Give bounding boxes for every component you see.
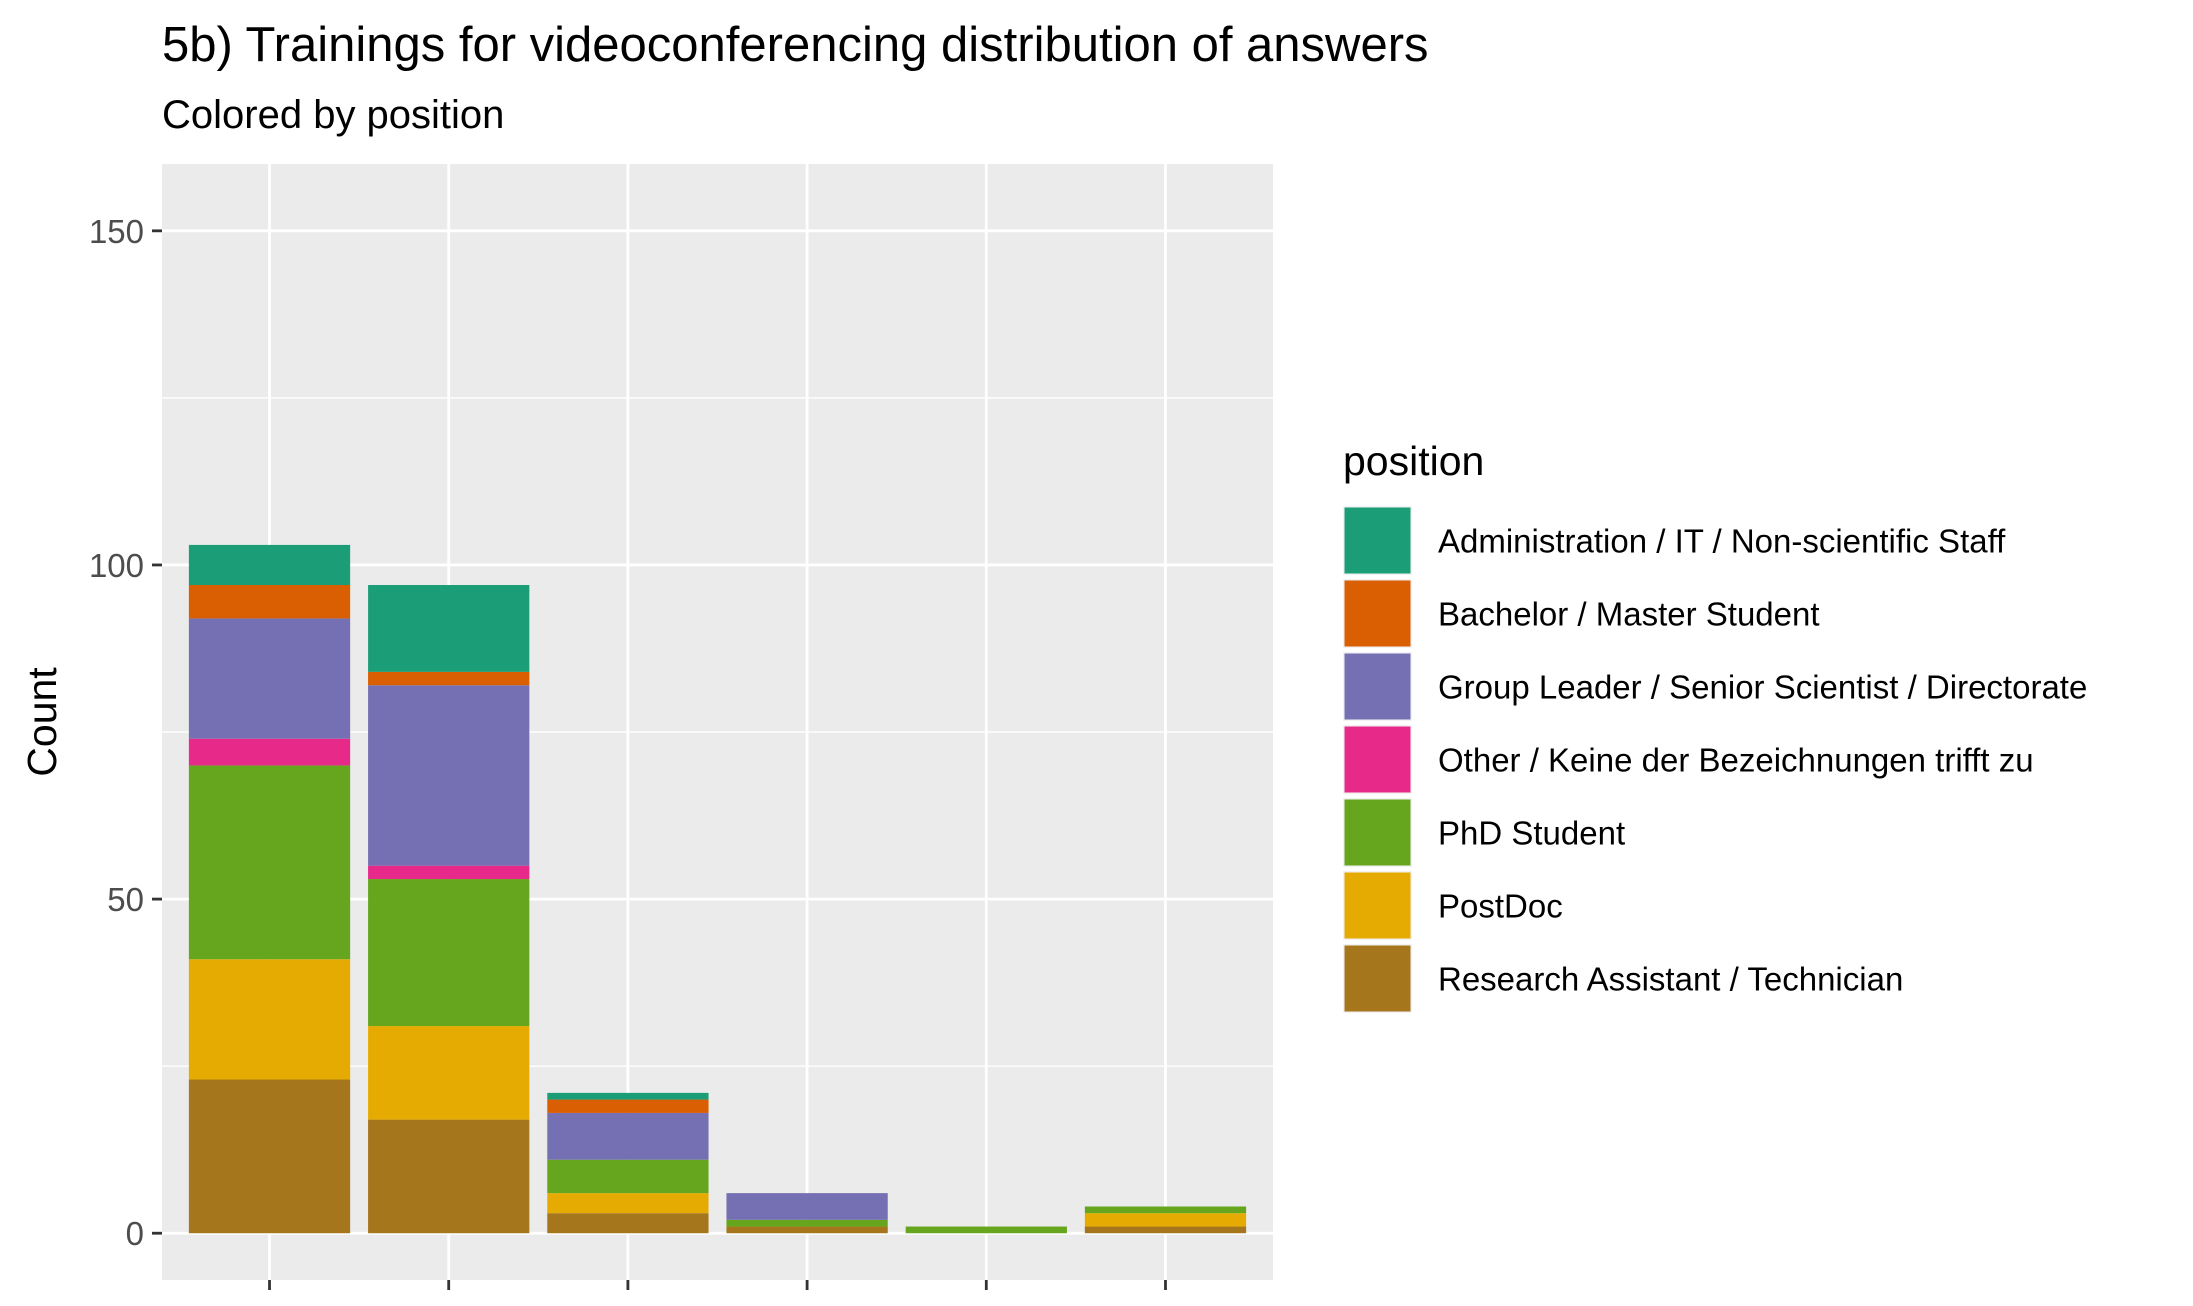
y-axis: 0 50 100 150 [89,213,1167,1290]
bar-segment [188,1079,351,1234]
bar-segment [547,1099,709,1113]
y-tick-label: 150 [89,213,144,250]
bar-segment [188,959,351,1080]
legend-swatch [1344,799,1411,866]
bar-segment [188,618,351,739]
bar-segment [547,1193,709,1214]
y-tick-label: 100 [89,547,144,584]
chart-title: 5b) Trainings for videoconferencing dist… [162,18,1429,72]
legend-label: Administration / IT / Non-scientific Sta… [1438,523,2006,560]
y-tick-label: 0 [126,1215,144,1252]
legend-label: Bachelor / Master Student [1438,596,1820,633]
bar-segment [547,1092,709,1100]
bar-segment [368,585,530,672]
y-tick-label: 50 [107,881,144,918]
bar-segment [726,1219,888,1227]
legend-swatch [1344,945,1411,1012]
legend-swatch [1344,580,1411,647]
legend-swatch [1344,872,1411,939]
bar-segment [726,1193,888,1220]
bar-segment [368,1119,530,1234]
bar-segment [1084,1206,1247,1214]
legend: Administration / IT / Non-scientific Sta… [1343,506,2087,1013]
legend-label: Group Leader / Senior Scientist / Direct… [1438,669,2087,706]
bars [188,544,1247,1234]
legend-label: Research Assistant / Technician [1438,961,1903,998]
legend-label: PhD Student [1438,815,1625,852]
bar-segment [1084,1226,1247,1234]
bar-segment [1084,1213,1247,1227]
legend-swatch [1344,507,1411,574]
legend-label: PostDoc [1438,888,1563,925]
bar-segment [368,865,530,880]
bar-segment [188,738,351,766]
legend-title: position [1343,438,1484,484]
bar-segment [368,685,530,866]
legend-swatch [1344,726,1411,793]
bar-segment [547,1159,709,1194]
bar-segment [368,879,530,1027]
legend-label: Other / Keine der Bezeichnungen trifft z… [1438,742,2034,779]
bar-segment [726,1226,888,1234]
bar-segment [368,671,530,686]
bar-segment [547,1112,709,1160]
y-axis-label: Count [19,667,65,777]
chart-subtitle: Colored by position [162,93,504,137]
bar-segment [547,1213,709,1234]
legend-swatch [1344,653,1411,720]
bar-segment [188,544,351,586]
bar-segment [905,1226,1067,1234]
bar-segment [188,765,351,960]
bar-segment [188,585,351,619]
bar-segment [368,1026,530,1120]
